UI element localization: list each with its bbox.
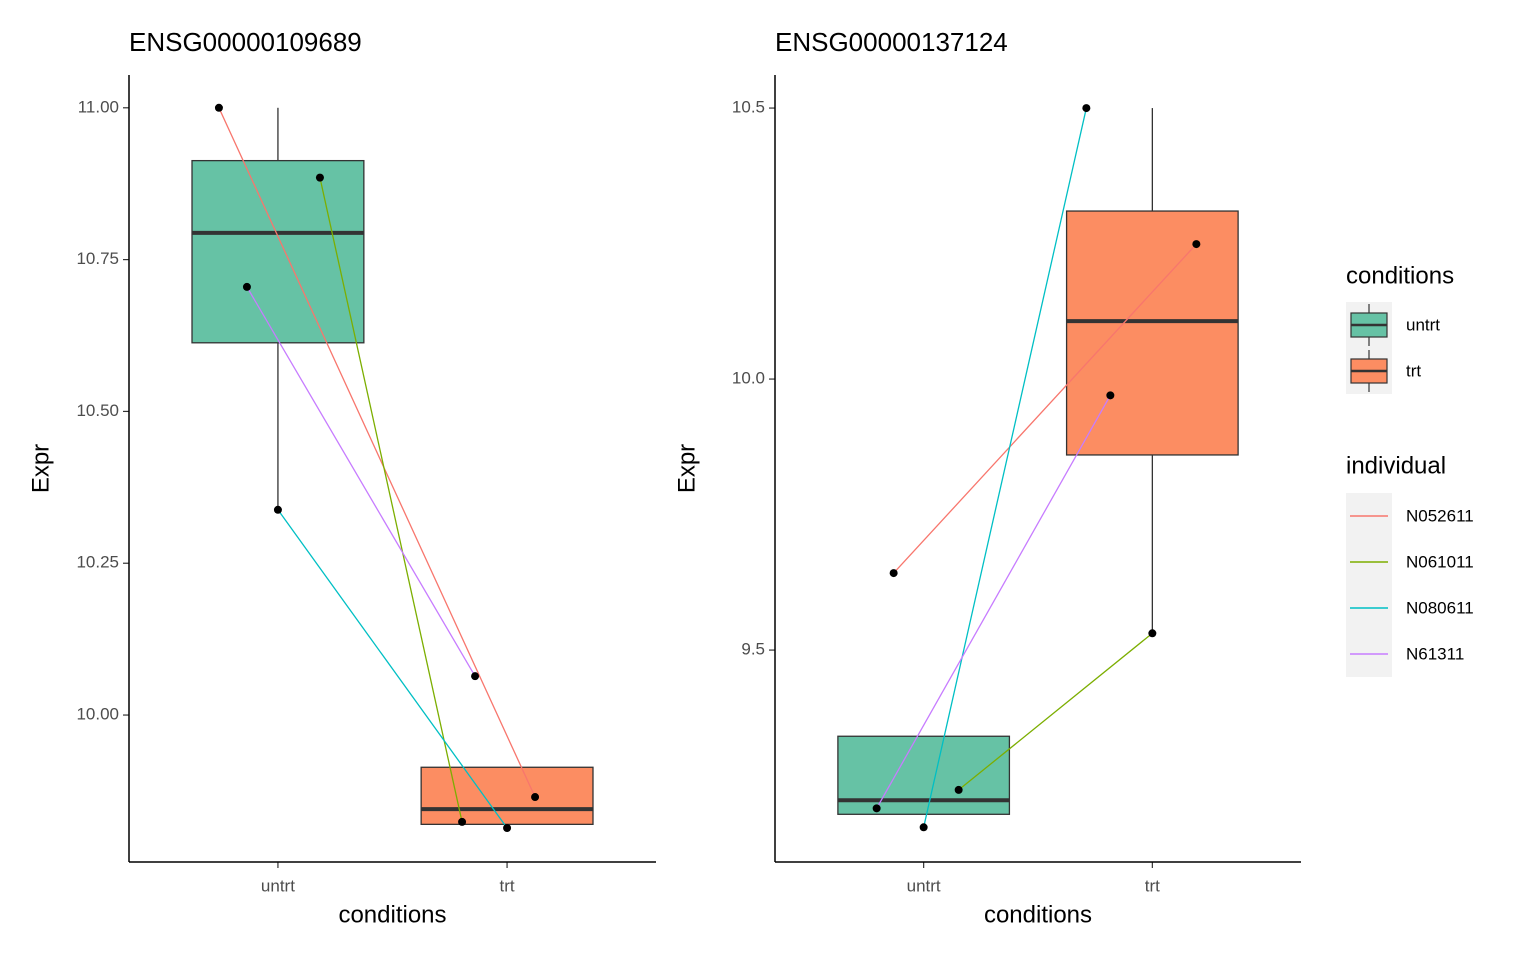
- x-tick-label: trt: [1145, 876, 1160, 895]
- pair-line: [277, 509, 508, 829]
- point: [214, 103, 223, 112]
- legend-label: N080611: [1406, 598, 1474, 617]
- legend-label: N052611: [1406, 506, 1474, 525]
- point: [503, 823, 512, 832]
- point: [1106, 391, 1115, 400]
- pair-line: [218, 107, 536, 798]
- point: [919, 823, 928, 832]
- legend-title: conditions: [1346, 262, 1454, 289]
- box: [420, 766, 594, 826]
- pair-line: [319, 177, 463, 823]
- point: [531, 793, 540, 802]
- point: [889, 569, 898, 578]
- pair-line: [893, 243, 1197, 574]
- pair-line: [246, 286, 476, 677]
- x-tick-label: trt: [500, 876, 515, 895]
- legend-label: N061011: [1406, 552, 1474, 571]
- chart-title: ENSG00000137124: [775, 27, 1008, 57]
- y-tick-label: 11.00: [78, 97, 119, 116]
- point: [954, 785, 963, 794]
- legend-label: untrt: [1406, 315, 1440, 334]
- legend-label: N61311: [1406, 644, 1464, 663]
- y-tick-label: 9.5: [741, 640, 765, 659]
- y-tick-label: 10.00: [76, 705, 119, 724]
- x-tick-label: untrt: [261, 876, 295, 895]
- y-tick-label: 10.50: [76, 401, 119, 420]
- x-tick-label: untrt: [907, 876, 941, 895]
- chart-title: ENSG00000109689: [129, 27, 362, 57]
- point: [1082, 104, 1091, 113]
- point: [242, 282, 251, 291]
- y-tick-label: 10.25: [76, 553, 119, 572]
- point: [1148, 629, 1157, 638]
- point: [273, 505, 282, 514]
- y-tick-label: 10.0: [732, 369, 765, 388]
- legend-label: trt: [1406, 361, 1421, 380]
- point: [1192, 240, 1201, 249]
- point: [471, 672, 480, 681]
- x-axis-label: conditions: [984, 901, 1092, 928]
- y-tick-label: 10.5: [732, 98, 765, 117]
- pair-line: [876, 395, 1111, 809]
- y-axis-label: Expr: [27, 444, 54, 493]
- pair-line: [958, 632, 1153, 791]
- box: [837, 735, 1011, 815]
- box: [191, 159, 365, 344]
- x-axis-label: conditions: [338, 901, 446, 928]
- box: [1065, 210, 1239, 456]
- point: [872, 804, 881, 813]
- y-tick-label: 10.75: [76, 249, 119, 268]
- y-axis-label: Expr: [673, 444, 700, 493]
- point: [458, 817, 467, 826]
- point: [315, 173, 324, 182]
- legend-title: individual: [1346, 452, 1446, 479]
- pair-line: [923, 107, 1087, 828]
